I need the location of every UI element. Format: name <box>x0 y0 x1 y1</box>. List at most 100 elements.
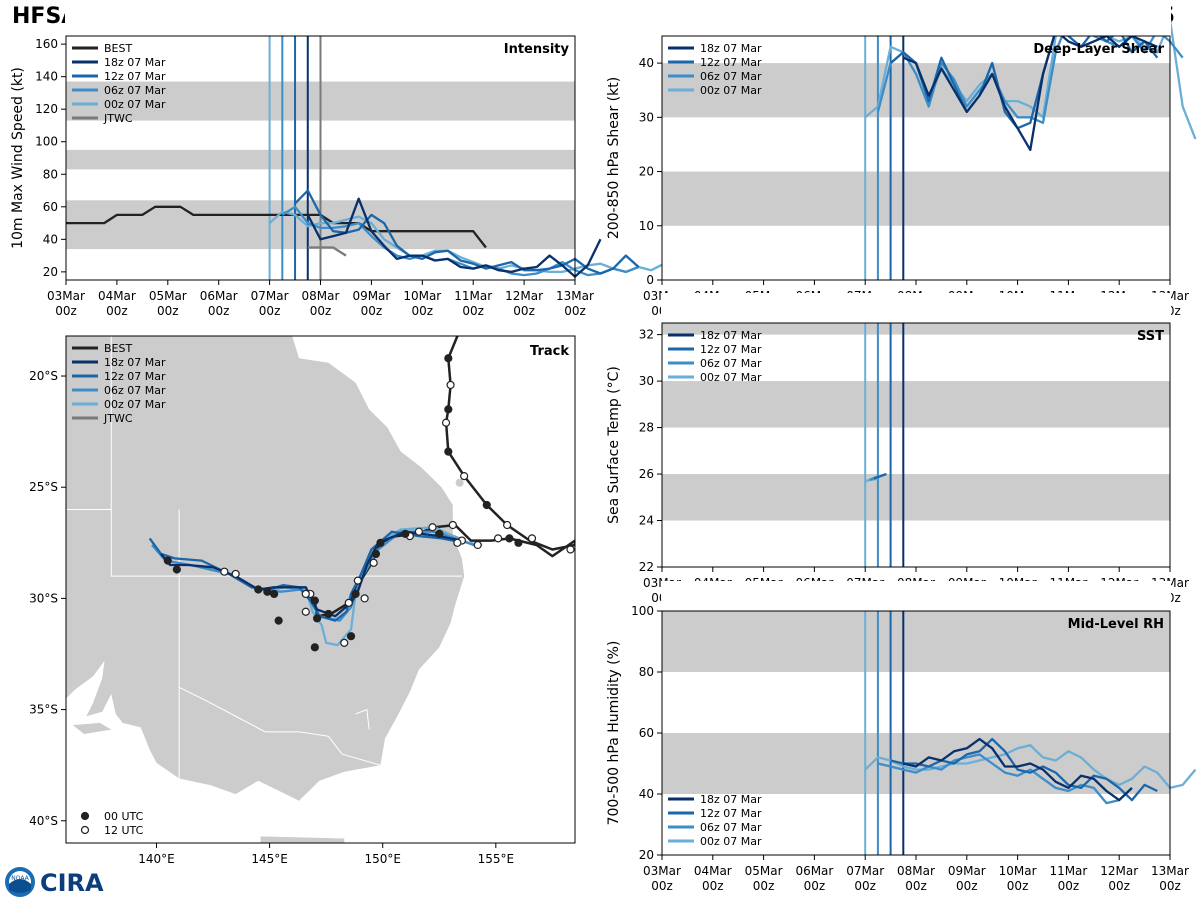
x-tick-label: 00z <box>1007 879 1029 893</box>
track-marker <box>448 520 457 530</box>
series-line <box>294 189 640 275</box>
y-axis-label: 200-850 hPa Shear (kt) <box>606 77 622 239</box>
series-line <box>281 205 640 277</box>
series-line <box>877 753 1133 805</box>
track-marker <box>514 538 523 547</box>
plot-background <box>662 323 1170 567</box>
noaa-seal-icon: NOAA CIRA <box>5 867 104 897</box>
track-marker <box>369 558 378 567</box>
track-map-area <box>66 336 575 843</box>
x-tick-label: 10Mar <box>999 289 1037 303</box>
x-tick-label: 09Mar <box>352 289 390 303</box>
x-tick-label: 140°E <box>138 852 175 866</box>
legend-label: 06z 07 Mar <box>104 384 166 397</box>
x-tick-label: 00z <box>651 304 673 318</box>
x-tick-label: 13Mar <box>1151 289 1189 303</box>
x-tick-label: 11Mar <box>454 289 492 303</box>
threshold-band <box>662 611 1170 672</box>
track-marker <box>482 500 491 510</box>
y-tick-label: 20 <box>639 165 654 179</box>
x-tick-label: 04Mar <box>694 864 732 878</box>
ocean <box>66 336 575 843</box>
x-tick-label: 10Mar <box>403 289 441 303</box>
storm-id: SH18 - SH182025 <box>959 4 1175 29</box>
island <box>139 484 146 491</box>
x-tick-label: 08Mar <box>897 576 935 590</box>
y-tick-label: 40°S <box>29 814 58 828</box>
track-marker <box>344 598 353 607</box>
x-tick-label: 09Mar <box>948 289 986 303</box>
track-marker <box>351 589 360 599</box>
track-panel: 140°E 145°E 150°E 155°E 20°S 25°S 30°S 35°S 40°S… <box>29 335 576 866</box>
y-tick-label: 28 <box>639 421 654 435</box>
track-line <box>307 336 575 618</box>
plot-background <box>662 36 1170 280</box>
x-tick-label: 09Mar <box>948 576 986 590</box>
clip-mask <box>661 293 1171 323</box>
y-axis-label: 10m Max Wind Speed (kt) <box>10 67 26 249</box>
series-line <box>889 29 1159 130</box>
x-tick-label: 00z <box>854 879 876 893</box>
y-tick-label: 0 <box>646 273 654 287</box>
legend-label: 12z 07 Mar <box>104 370 166 383</box>
track-marker <box>274 616 283 625</box>
marker-legend-label: 12 UTC <box>104 824 144 837</box>
track-marker <box>163 556 172 565</box>
track-marker <box>301 607 310 616</box>
threshold-band <box>66 81 575 121</box>
x-tick-label: 06Mar <box>795 576 833 590</box>
legend-label: 00z 07 Mar <box>104 398 166 411</box>
y-tick-label: 32 <box>639 328 654 342</box>
y-tick-label: 100 <box>631 604 654 618</box>
x-tick-label: 12Mar <box>505 289 543 303</box>
track-marker <box>270 589 279 599</box>
threshold-band <box>66 200 575 250</box>
x-tick-label: 00z <box>1058 304 1080 318</box>
x-tick-label: 00z <box>702 879 724 893</box>
track-marker <box>414 527 424 536</box>
x-tick-label: 13Mar <box>1151 864 1189 878</box>
y-axis-label: 700-500 hPa Humidity (%) <box>606 641 622 826</box>
x-tick-label: 00z <box>55 304 77 318</box>
x-tick-label: 00z <box>513 304 535 318</box>
x-tick-label: 00z <box>412 304 434 318</box>
legend-label: 06z 07 Mar <box>700 821 762 834</box>
track-marker <box>453 538 462 547</box>
y-tick-label: 100 <box>35 135 58 149</box>
plot-frame <box>65 335 576 844</box>
threshold-band <box>662 733 1170 794</box>
legend-label: 18z 07 Mar <box>104 356 166 369</box>
legend-label: 12z 07 Mar <box>700 56 762 69</box>
legend-label: JTWC <box>103 112 133 125</box>
x-tick-label: 00z <box>854 591 876 605</box>
intensity-panel: 2040608010012014016003Mar00z04Mar00z05Ma… <box>10 6 678 318</box>
track-marker <box>220 567 229 576</box>
x-tick-label: 00z <box>753 879 775 893</box>
x-tick-label: 00z <box>1108 591 1130 605</box>
legend-label: 18z 07 Mar <box>700 329 762 342</box>
x-tick-label: 00z <box>1108 879 1130 893</box>
y-tick-label: 60 <box>639 726 654 740</box>
x-tick-label: 00z <box>651 879 673 893</box>
track-marker <box>444 447 453 456</box>
x-tick-label: 08Mar <box>302 289 340 303</box>
x-tick-label: 00z <box>1007 304 1029 318</box>
track-marker <box>310 643 319 652</box>
y-tick-label: 30 <box>639 110 654 124</box>
plot-frame <box>661 610 1171 856</box>
x-tick-label: 00z <box>157 304 179 318</box>
x-tick-label: 00z <box>106 304 128 318</box>
threshold-band <box>662 63 1170 118</box>
clip-mask <box>661 581 1171 611</box>
y-tick-label: 60 <box>43 200 58 214</box>
track-marker <box>324 609 333 619</box>
marker-legend-label: 00 UTC <box>104 810 144 823</box>
y-tick-label: 30 <box>639 374 654 388</box>
x-tick-label: 00z <box>462 304 484 318</box>
legend-label: 06z 07 Mar <box>104 84 166 97</box>
x-tick-label: 12Mar <box>1100 864 1138 878</box>
track-marker <box>231 569 240 579</box>
track-marker <box>263 587 272 596</box>
threshold-band <box>662 171 1170 226</box>
x-tick-label: 07Mar <box>846 864 884 878</box>
